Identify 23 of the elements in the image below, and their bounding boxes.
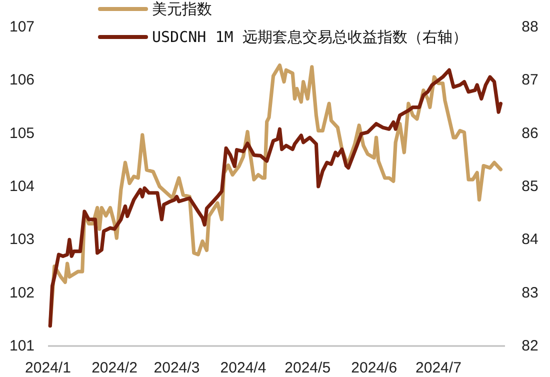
y-tick-label: 105	[9, 124, 35, 142]
x-tick-label: 2024/7	[416, 360, 462, 376]
y-tick-label: 103	[9, 231, 35, 248]
x-tick-label: 2024/4	[220, 360, 266, 376]
y2-tick-label: 85	[522, 178, 538, 195]
y2-tick-label: 82	[522, 338, 538, 354]
y-tick-label: 107	[9, 18, 35, 36]
y2-tick-label: 86	[522, 124, 538, 142]
x-tick-label: 2024/1	[25, 360, 71, 376]
x-tick-label: 2024/3	[154, 360, 200, 376]
y-tick-label: 102	[9, 284, 35, 302]
y2-tick-label: 88	[522, 18, 538, 36]
x-tick-label: 2024/2	[92, 360, 138, 376]
y-tick-label: 106	[9, 72, 35, 89]
x-tick-label: 2024/5	[284, 360, 331, 376]
legend-label: 美元指数	[152, 0, 212, 18]
y2-tick-label: 84	[522, 231, 538, 248]
x-tick-label: 2024/6	[351, 360, 398, 376]
legend-label: USDCNH 1M 远期套息交易总收益指数（右轴）	[152, 28, 468, 46]
y-tick-label: 104	[9, 178, 35, 195]
y2-tick-label: 83	[522, 284, 538, 302]
y2-tick-label: 87	[522, 72, 538, 89]
y-tick-label: 101	[9, 338, 35, 354]
